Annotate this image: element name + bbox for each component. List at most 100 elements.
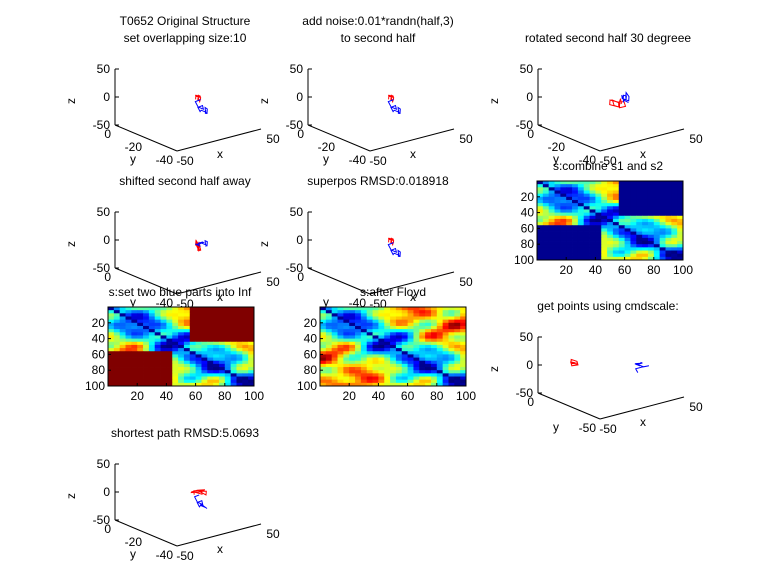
heatmap-cell <box>454 335 461 339</box>
heatmap-cell <box>577 206 585 210</box>
heatmap-cell <box>230 363 237 368</box>
heatmap-cell <box>143 332 150 336</box>
heatmap-cell <box>125 325 132 330</box>
heatmap-cell <box>642 256 649 261</box>
heatmap-cell <box>401 332 408 336</box>
z-tick-label: -50 <box>93 513 111 527</box>
x-tick-label: 50 <box>689 400 703 414</box>
heatmap-cell <box>407 322 414 327</box>
heatmap-cell <box>160 332 167 336</box>
heatmap-cell <box>154 335 161 339</box>
heatmap-cell <box>407 341 414 346</box>
heatmap-cell <box>636 215 643 220</box>
heatmap-cell <box>630 225 637 229</box>
heatmap-cell <box>542 256 550 261</box>
heatmap-cell <box>160 360 167 365</box>
heatmap-cell <box>360 357 368 362</box>
heatmap-cell <box>566 212 573 217</box>
heatmap-cell <box>671 253 678 258</box>
heatmap-cell <box>201 344 208 349</box>
heatmap-cell <box>448 307 455 311</box>
heatmap-cell <box>572 199 579 204</box>
heatmap-cell <box>148 373 156 377</box>
heatmap-cell <box>137 338 144 343</box>
heatmap-cell <box>125 338 132 343</box>
heatmap-cell <box>595 193 602 198</box>
heatmap-cell <box>320 341 327 346</box>
heatmap-cell <box>384 332 391 336</box>
heatmap-cell <box>671 256 678 261</box>
y-axis-label: y <box>553 420 559 434</box>
y-tick-label: -20 <box>548 140 566 154</box>
heatmap-cell <box>325 382 333 387</box>
heatmap-cell <box>665 196 672 201</box>
heatmap-cell <box>201 341 208 346</box>
heatmap-cell <box>577 234 585 239</box>
heatmap-cell <box>560 250 567 255</box>
heatmap-cell <box>218 382 226 387</box>
heatmap-cell <box>148 332 156 336</box>
heatmap-cell <box>653 250 661 255</box>
heatmap-cell <box>320 335 327 339</box>
heatmap-cell <box>360 319 368 324</box>
series-line <box>195 239 208 247</box>
heatmap-cell <box>108 379 115 384</box>
heatmap-cell <box>349 316 356 321</box>
heatmap-cell <box>172 335 179 339</box>
heatmap-cell <box>195 360 202 365</box>
heatmap-cell <box>630 228 637 232</box>
heatmap-cell <box>366 322 373 327</box>
heatmap-cell <box>201 382 208 387</box>
heatmap-cell <box>647 190 655 195</box>
heatmap-cell <box>607 241 614 245</box>
heatmap-cell <box>248 367 255 371</box>
heatmap-cell <box>236 367 243 371</box>
heatmap-cell <box>325 335 333 339</box>
heatmap-cell <box>213 316 220 321</box>
heatmap-cell <box>395 351 403 355</box>
heatmap-cell <box>642 244 649 248</box>
heatmap-cell <box>189 351 196 355</box>
heatmap-cell <box>236 354 243 358</box>
heatmap-cell <box>548 231 555 236</box>
heatmap-cell <box>207 319 214 324</box>
panel-subtitle: to second half <box>341 31 416 45</box>
heatmap-cell <box>542 206 550 210</box>
heatmap-cell <box>166 307 173 311</box>
heatmap-cell <box>671 206 678 210</box>
heatmap-cell <box>607 203 614 207</box>
heatmap-cell <box>201 379 208 384</box>
heatmap-cell <box>390 335 397 339</box>
heatmap-cell <box>436 357 444 362</box>
heatmap-cell <box>390 360 397 365</box>
heatmap-cell <box>537 231 544 236</box>
heatmap-cell <box>384 316 391 321</box>
heatmap-cell <box>113 351 121 355</box>
heatmap-cell <box>166 382 173 387</box>
x-axis-line <box>599 128 685 152</box>
heatmap-cell <box>630 253 637 258</box>
heatmap-cell <box>236 310 243 314</box>
heatmap-cell <box>448 344 455 349</box>
heatmap-cell <box>178 373 185 377</box>
heatmap-cell <box>178 351 185 355</box>
heatmap-cell <box>178 357 185 362</box>
plot-frame <box>536 180 684 261</box>
heatmap-cell <box>183 367 191 371</box>
heatmap-cell <box>395 382 403 387</box>
heatmap-cell <box>384 313 391 317</box>
heatmap-cell <box>108 313 115 317</box>
heatmap-cell <box>378 310 385 314</box>
heatmap-cell <box>636 231 643 236</box>
heatmap-cell <box>548 215 555 220</box>
heatmap-cell <box>218 344 226 349</box>
heatmap-cell <box>595 203 602 207</box>
heatmap-cell <box>331 325 338 330</box>
heatmap-cell <box>607 199 614 204</box>
heatmap-cell <box>548 250 555 255</box>
heatmap-cell <box>630 196 637 201</box>
heatmap-cell <box>548 247 555 251</box>
heatmap-cell <box>607 234 614 239</box>
heatmap-cell <box>647 247 655 251</box>
heatmap-cell <box>413 341 420 346</box>
